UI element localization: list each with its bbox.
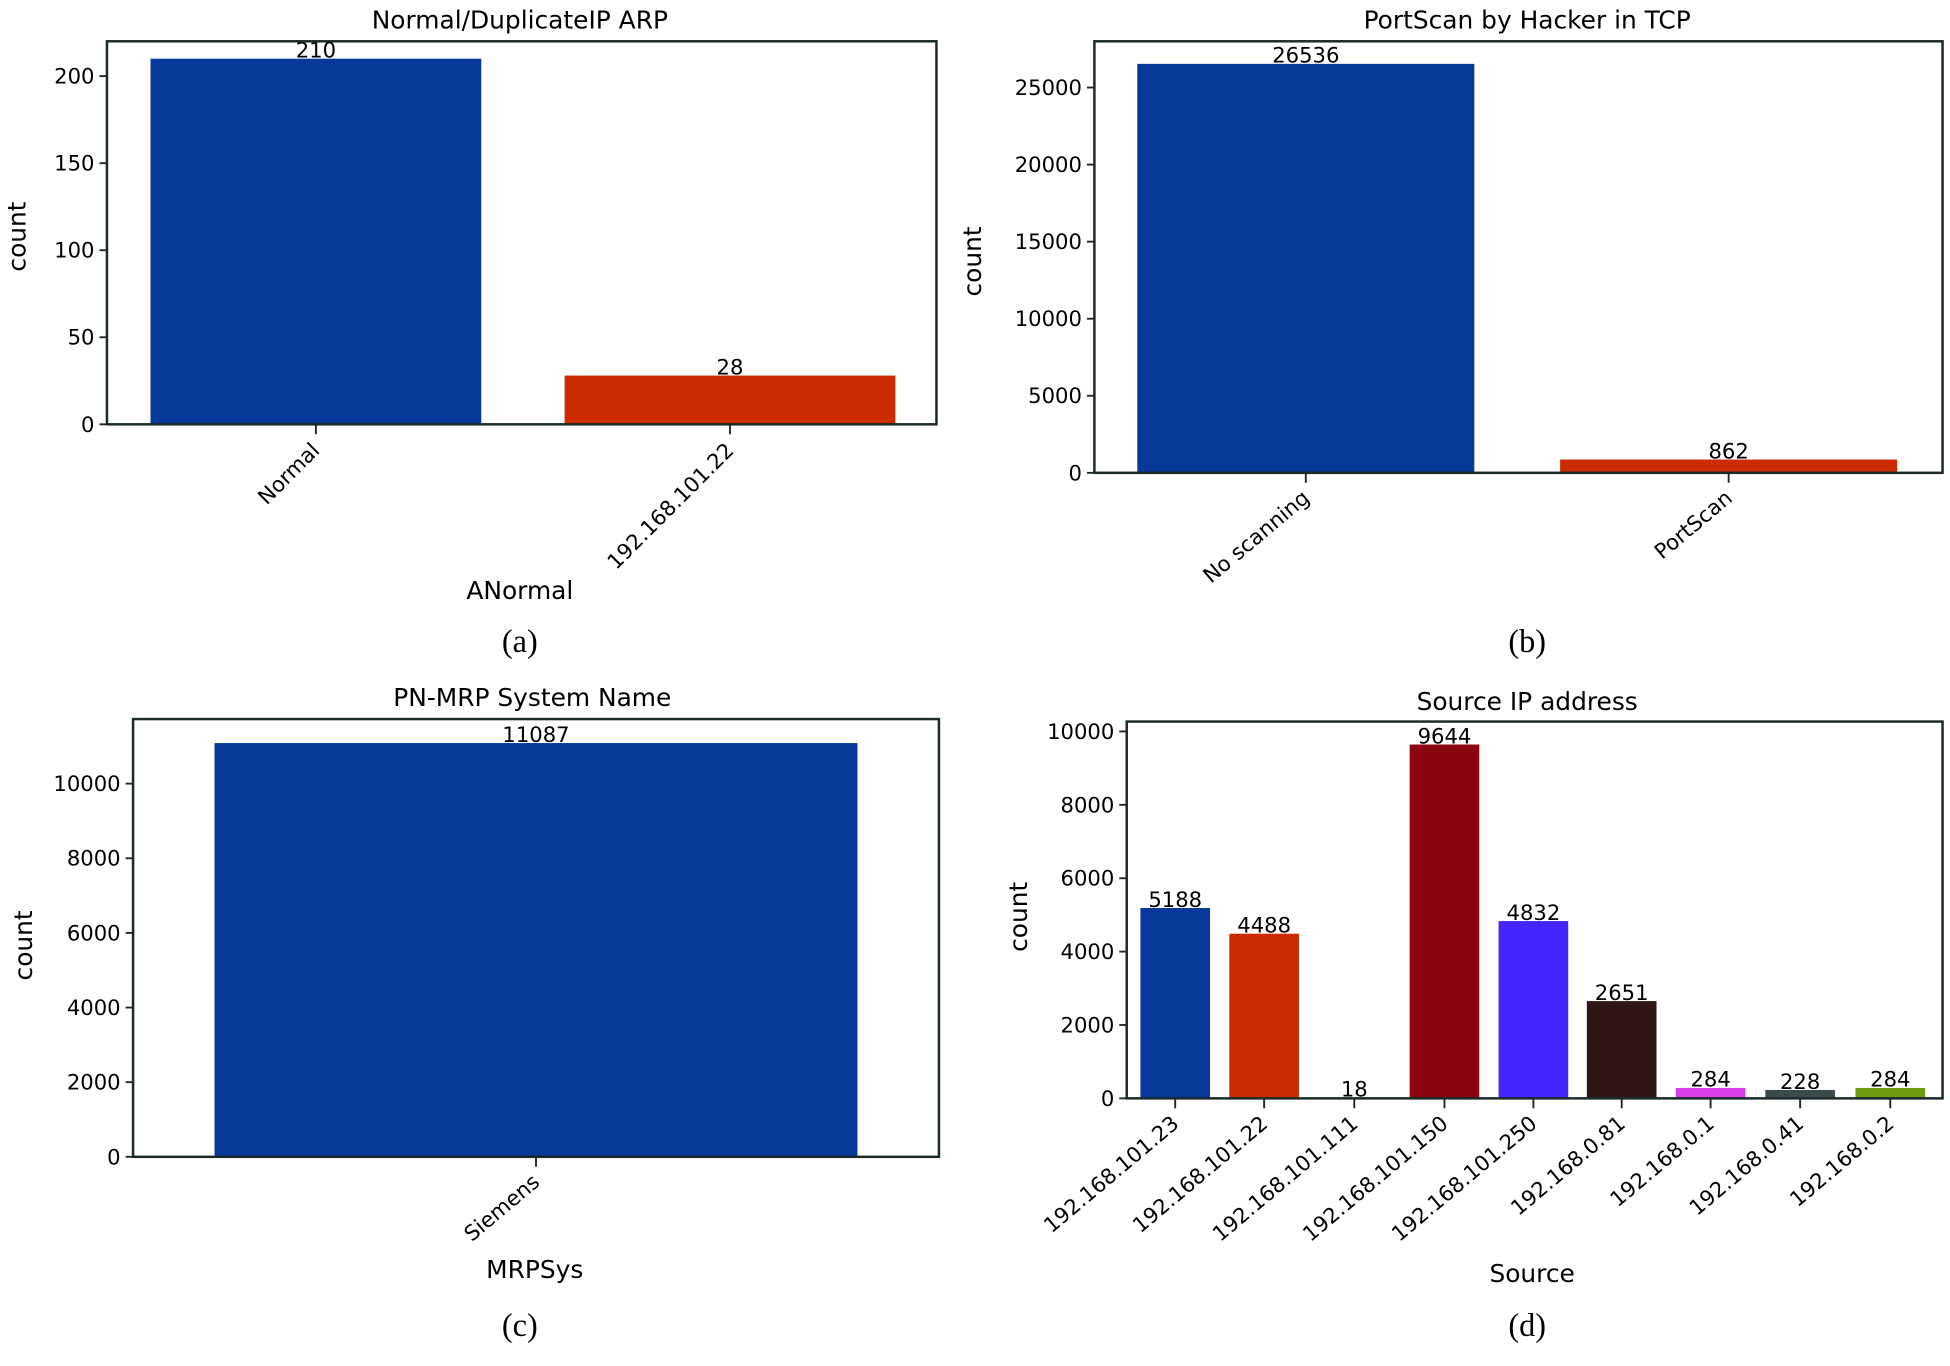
data-label: 284 — [1870, 1067, 1910, 1092]
y-tick-label: 10000 — [53, 771, 120, 796]
bar — [1498, 921, 1569, 1099]
y-axis-label: count — [3, 201, 32, 271]
y-tick-label: 6000 — [67, 920, 121, 945]
plot-frame — [131, 717, 941, 1159]
bar — [1137, 63, 1475, 473]
x-tick-label: PortScan — [1649, 485, 1737, 564]
x-tick-label: 192.168.101.22 — [602, 438, 738, 574]
chart-3: Source IP address5188192.168.101.2344881… — [1004, 687, 1944, 1343]
y-tick-label: 8000 — [1061, 792, 1115, 817]
chart-0: Normal/DuplicateIP ARP210Normal28192.168… — [3, 5, 938, 659]
y-tick-label: 150 — [54, 151, 94, 176]
subfigure-caption: (c) — [502, 1307, 538, 1343]
x-tick-label: Normal — [253, 438, 325, 510]
y-tick-label: 10000 — [1015, 306, 1082, 331]
bar — [214, 743, 858, 1157]
data-label: 9644 — [1418, 723, 1472, 748]
y-tick-label: 20000 — [1015, 152, 1082, 177]
plot-frame — [1125, 720, 1944, 1100]
y-tick-label: 15000 — [1015, 229, 1082, 254]
data-label: 284 — [1690, 1067, 1730, 1092]
y-tick-label: 0 — [81, 412, 94, 437]
x-tick-label: No scanning — [1198, 485, 1314, 588]
subfigure-caption: (a) — [502, 623, 538, 659]
y-tick-label: 10000 — [1047, 719, 1114, 744]
y-tick-label: 200 — [54, 64, 94, 89]
y-tick-label: 4000 — [67, 995, 121, 1020]
chart-2: PN-MRP System Name 11087 Siemens 0 2000 4000 6… — [9, 683, 941, 1343]
chart-title: Normal/DuplicateIP ARP — [372, 5, 668, 34]
data-label: 28 — [717, 354, 744, 379]
data-label: 862 — [1708, 438, 1748, 463]
y-tick-label: 25000 — [1015, 75, 1082, 100]
chart-1: PortScan by Hacker in TCP 26536 No scannin… — [958, 5, 1944, 659]
bar — [1675, 1087, 1746, 1099]
bar — [1409, 744, 1480, 1099]
data-label: 11087 — [502, 722, 569, 747]
bar — [1855, 1087, 1926, 1099]
y-tick-label: 6000 — [1061, 866, 1115, 891]
x-tick-label: 192.168.101.250 — [1387, 1110, 1542, 1246]
data-label: 5188 — [1148, 887, 1202, 912]
data-label: 228 — [1780, 1069, 1820, 1094]
bar — [564, 375, 896, 425]
y-tick-label: 50 — [68, 325, 95, 350]
y-axis-label: count — [1004, 881, 1033, 951]
x-axis-label: Source — [1489, 1259, 1574, 1288]
y-axis-label: count — [9, 910, 38, 980]
subfigure-caption: (b) — [1508, 623, 1546, 659]
bar — [1765, 1090, 1835, 1099]
x-axis-label: MRPSys — [486, 1255, 583, 1284]
bar — [1140, 908, 1211, 1099]
bar — [1560, 459, 1898, 473]
bar — [1586, 1001, 1657, 1099]
bar — [150, 58, 482, 425]
y-tick-label: 0 — [107, 1144, 120, 1169]
chart-title: PN-MRP System Name — [393, 683, 671, 712]
y-tick-label: 8000 — [67, 846, 121, 871]
y-tick-label: 5000 — [1028, 383, 1082, 408]
y-axis-label: count — [958, 226, 987, 296]
bar — [1229, 933, 1299, 1099]
subfigure-caption: (d) — [1508, 1307, 1546, 1343]
data-label: 4832 — [1507, 900, 1561, 925]
y-tick-label: 2000 — [1061, 1012, 1115, 1037]
data-label: 4488 — [1237, 912, 1291, 937]
plot-frame — [1093, 40, 1944, 475]
chart-title: Source IP address — [1417, 687, 1638, 716]
data-label: 26536 — [1272, 43, 1339, 68]
y-tick-label: 0 — [1101, 1086, 1114, 1111]
y-tick-label: 100 — [54, 238, 94, 263]
x-tick-label: Siemens — [459, 1169, 544, 1246]
x-axis-label: ANormal — [466, 576, 573, 605]
y-tick-label: 0 — [1068, 460, 1081, 485]
data-label: 2651 — [1595, 980, 1649, 1005]
y-tick-label: 2000 — [67, 1070, 121, 1095]
plot-frame — [105, 40, 938, 426]
y-tick-label: 4000 — [1061, 939, 1115, 964]
chart-title: PortScan by Hacker in TCP — [1364, 5, 1691, 34]
